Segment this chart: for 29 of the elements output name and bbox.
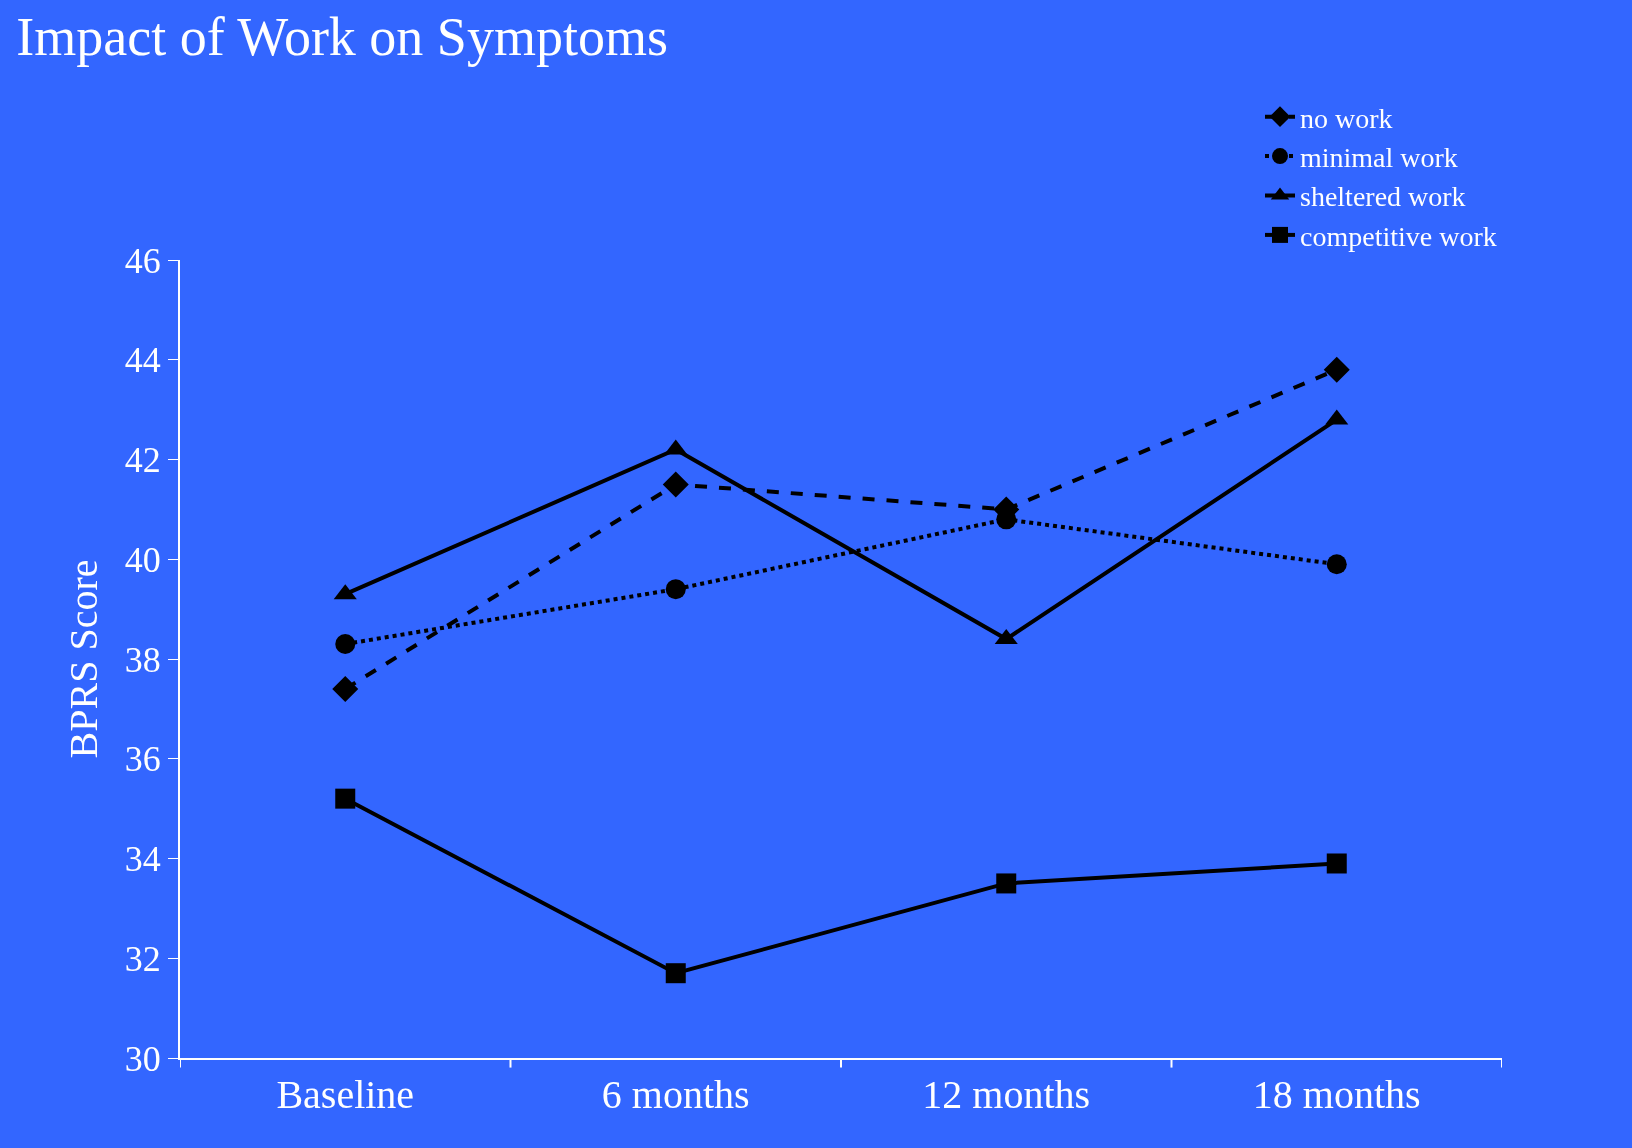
point: [996, 873, 1017, 894]
point: [665, 579, 686, 600]
point: [1326, 853, 1347, 874]
point: [335, 788, 356, 809]
point: [665, 963, 686, 984]
y-tick-label: 32: [124, 938, 161, 979]
chart-title: Impact of Work on Symptoms: [16, 7, 668, 68]
point: [335, 634, 356, 655]
x-tick-label: Baseline: [276, 1072, 415, 1117]
y-axis-title: BPRS Score: [60, 559, 106, 759]
x-tick-label: 12 months: [922, 1072, 1091, 1117]
y-tick-label: 36: [124, 739, 161, 780]
point: [662, 471, 689, 498]
y-tick-label: 34: [124, 839, 161, 880]
legend-label: minimal work: [1300, 142, 1458, 174]
y-tick-label: 30: [124, 1038, 161, 1079]
x-tick-label: 6 months: [601, 1072, 750, 1117]
y-tick-label: 44: [124, 340, 161, 381]
legend-label: no work: [1300, 102, 1393, 134]
point: [1323, 356, 1350, 383]
x-tick-label: 18 months: [1252, 1072, 1421, 1117]
legend-label: sheltered work: [1300, 181, 1466, 213]
point: [332, 675, 359, 702]
point: [1326, 554, 1347, 575]
y-tick-label: 40: [124, 539, 161, 580]
y-tick-label: 46: [124, 240, 161, 281]
legend-label: competitive work: [1300, 220, 1497, 252]
y-tick-label: 42: [124, 440, 161, 481]
y-tick-label: 38: [124, 639, 161, 680]
